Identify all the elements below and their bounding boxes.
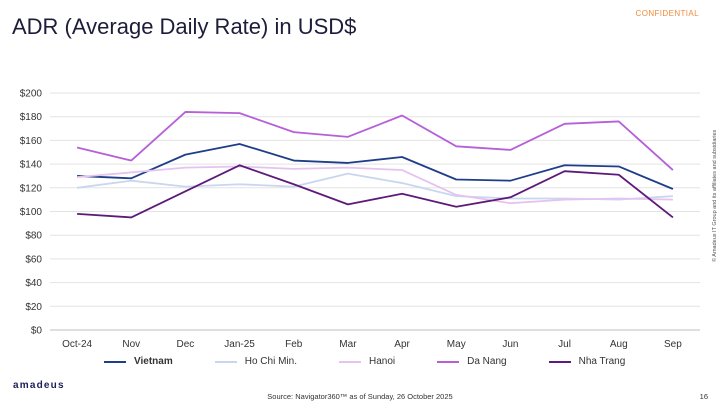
legend-swatch [214, 360, 237, 363]
series-line-da-nang [76, 111, 674, 171]
series-line-hanoi [77, 165, 673, 205]
y-tick-label: $60 [25, 254, 42, 265]
x-tick-label: Apr [394, 339, 410, 350]
x-tick-label: Mar [339, 339, 357, 350]
x-tick-label: Jan-25 [224, 339, 255, 350]
legend-item-hanoi: Hanoi [338, 356, 396, 367]
legend-swatch [437, 360, 460, 363]
legend-label: Nha Trang [578, 356, 626, 367]
x-tick-label: Sep [664, 339, 682, 350]
x-tick-label: Nov [122, 339, 140, 350]
confidential-label: CONFIDENTIAL [635, 9, 699, 18]
x-tick-label: May [447, 339, 466, 350]
legend-item-nha-trang: Nha Trang [548, 356, 626, 367]
y-tick-label: $100 [20, 207, 43, 218]
series-line-vietnam [77, 143, 674, 190]
legend-item-vietnam: Vietnam [104, 356, 173, 367]
x-tick-label: Feb [285, 339, 303, 350]
y-tick-label: $0 [31, 326, 43, 337]
page-title: ADR (Average Daily Rate) in USD$ [12, 14, 357, 39]
y-tick-label: $20 [25, 302, 42, 313]
legend-item-da-nang: Da Nang [437, 356, 507, 367]
legend-swatch [338, 360, 361, 363]
series-line-nha-trang [77, 164, 674, 219]
page-number: 16 [699, 392, 708, 401]
x-tick-label: Dec [177, 339, 195, 350]
amadeus-logo: amadeus [13, 380, 65, 391]
legend-item-ho-chi-min: Ho Chi Min. [214, 356, 297, 367]
legend-label: Da Nang [467, 356, 507, 367]
legend-label: Hanoi [368, 356, 396, 367]
legend-swatch [548, 360, 571, 363]
chart-legend: Vietnam Ho Chi Min. Hanoi Da Nang Nha Tr… [104, 356, 667, 367]
y-tick-label: $200 [20, 89, 43, 100]
y-tick-label: $160 [20, 136, 43, 147]
legend-swatch [104, 360, 126, 363]
y-tick-label: $180 [20, 112, 43, 123]
x-tick-label: Aug [610, 339, 628, 350]
y-tick-label: $140 [20, 160, 43, 171]
y-tick-label: $80 [25, 231, 42, 242]
source-note: Source: Navigator360™ as of Sunday, 26 O… [267, 392, 453, 401]
legend-label: Vietnam [134, 356, 173, 367]
x-tick-label: Jul [558, 339, 571, 350]
y-tick-label: $120 [20, 183, 43, 194]
series-line-ho-chi-min [76, 172, 673, 201]
copyright-note: © Amadeus IT Group and its affiliates an… [712, 129, 718, 262]
x-tick-label: Jun [502, 339, 518, 350]
y-tick-label: $40 [25, 278, 42, 289]
x-tick-label: Oct-24 [62, 339, 92, 350]
legend-label: Ho Chi Min. [244, 356, 297, 367]
